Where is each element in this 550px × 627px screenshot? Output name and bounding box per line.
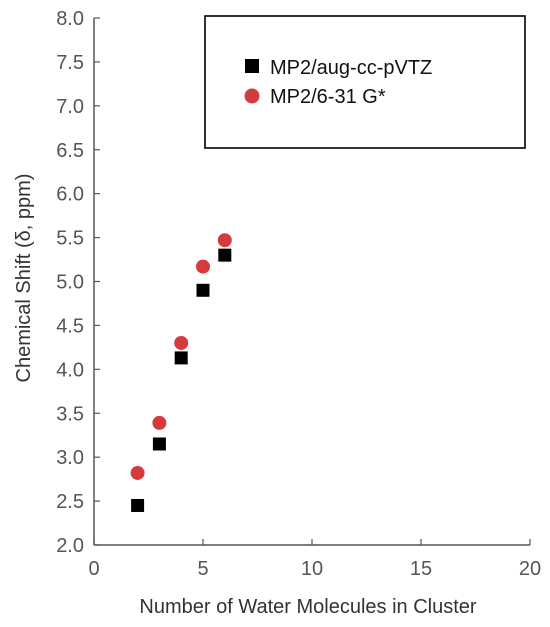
data-point-square [174,351,188,365]
x-tick-label: 0 [88,558,99,580]
data-point-circle [174,335,189,350]
data-point-square [152,437,166,451]
y-tick-label: 2.0 [56,535,84,557]
legend: MP2/aug-cc-pVTZ MP2/6-31 G* [204,15,526,149]
y-tick-label: 5.0 [56,272,84,294]
data-marks [130,233,232,512]
y-tick-label: 6.0 [56,184,84,206]
y-tick-label: 2.5 [56,491,84,513]
y-tick-label: 4.5 [56,315,84,337]
legend-label-series-1: MP2/aug-cc-pVTZ [270,57,432,79]
x-tick-label: 20 [519,558,541,580]
data-point-square [218,248,232,262]
y-tick-label: 7.0 [56,96,84,118]
x-axis-title: Number of Water Molecules in Cluster [139,596,476,618]
ticks: 2.0 2.5 3.0 3.5 4.0 4.5 5.0 5.5 6.0 6.5 7.0 7.5 8.0 0… [56,8,541,580]
data-point-circle [217,233,232,248]
y-tick-label: 6.5 [56,140,84,162]
data-point-circle [130,465,145,480]
y-axis-title: Chemical Shift (δ, ppm) [13,174,35,383]
y-tick-label: 5.5 [56,228,84,250]
x-tick-label: 10 [301,558,323,580]
legend-box [204,15,526,149]
y-tick-label: 8.0 [56,8,84,30]
x-tick-label: 5 [197,558,208,580]
legend-marker-circle [244,88,260,104]
data-point-square [196,283,210,297]
x-tick-label: 15 [410,558,432,580]
y-tick-label: 7.5 [56,52,84,74]
y-tick-label: 3.5 [56,403,84,425]
data-point-circle [152,415,167,430]
y-tick-label: 4.0 [56,359,84,381]
y-tick-label: 3.0 [56,447,84,469]
data-point-circle [196,259,210,274]
legend-marker-square [245,59,259,73]
data-point-square [131,498,145,512]
legend-label-series-2: MP2/6-31 G* [270,86,386,108]
